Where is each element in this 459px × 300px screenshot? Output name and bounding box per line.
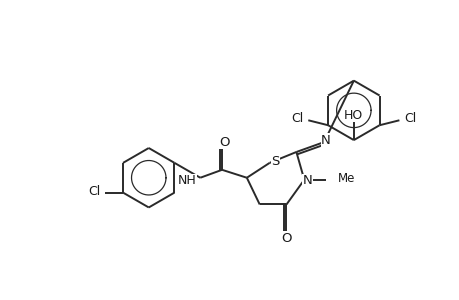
Text: N: N <box>320 134 330 147</box>
Text: S: S <box>271 155 279 168</box>
Text: Cl: Cl <box>291 112 302 125</box>
Text: O: O <box>218 136 229 148</box>
Text: N: N <box>302 174 312 187</box>
Text: O: O <box>280 232 291 245</box>
Text: Cl: Cl <box>403 112 416 125</box>
Text: NH: NH <box>177 174 196 187</box>
Text: Me: Me <box>337 172 355 185</box>
Text: HO: HO <box>343 109 363 122</box>
Text: Cl: Cl <box>88 185 100 198</box>
